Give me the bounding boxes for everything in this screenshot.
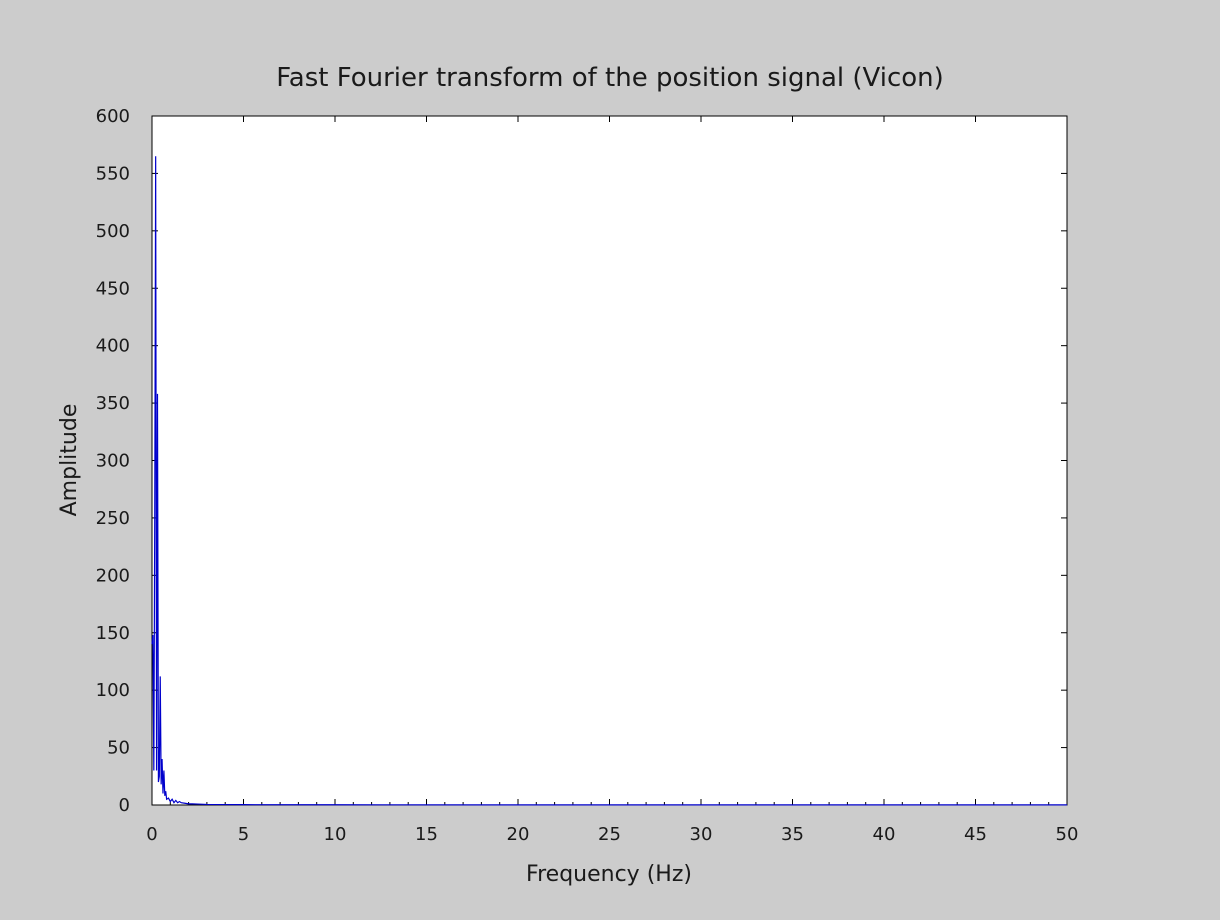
series-line-0 xyxy=(151,156,1067,806)
y-tick-label: 100 xyxy=(96,680,130,701)
x-tick-label: 20 xyxy=(507,824,530,845)
y-tick-label: 150 xyxy=(96,623,130,644)
y-tick-label: 500 xyxy=(96,221,130,242)
x-tick-label: 0 xyxy=(146,824,157,845)
y-tick-label: 600 xyxy=(96,106,130,127)
x-tick-label: 25 xyxy=(598,824,621,845)
chart-title: Fast Fourier transform of the position s… xyxy=(276,63,944,93)
y-tick-label: 300 xyxy=(96,451,130,472)
y-axis-label: Amplitude xyxy=(57,404,82,517)
x-tick-label: 5 xyxy=(238,824,249,845)
y-tick-label: 250 xyxy=(96,508,130,529)
y-tick-label: 350 xyxy=(96,393,130,414)
x-axis-label: Frequency (Hz) xyxy=(526,862,692,887)
y-tick-label: 50 xyxy=(107,738,130,759)
plot-area xyxy=(151,115,1068,806)
x-tick-label: 30 xyxy=(690,824,713,845)
y-axis: 0 50 100 150 200 250 300 350 400 450 500 550 600 xyxy=(96,106,1067,816)
x-tick-label: 40 xyxy=(873,824,896,845)
x-tick-label: 35 xyxy=(781,824,804,845)
y-tick-label: 550 xyxy=(96,163,130,184)
y-tick-label: 0 xyxy=(119,795,130,816)
x-tick-label: 50 xyxy=(1056,824,1079,845)
series-group xyxy=(151,156,1067,806)
y-tick-label: 450 xyxy=(96,278,130,299)
y-tick-label: 400 xyxy=(96,336,130,357)
x-tick-label: 45 xyxy=(964,824,987,845)
x-axis: 0 5 10 15 20 25 30 35 40 45 50 xyxy=(146,116,1078,845)
x-tick-label: 15 xyxy=(415,824,438,845)
x-tick-label: 10 xyxy=(324,824,347,845)
y-tick-label: 200 xyxy=(96,565,130,586)
